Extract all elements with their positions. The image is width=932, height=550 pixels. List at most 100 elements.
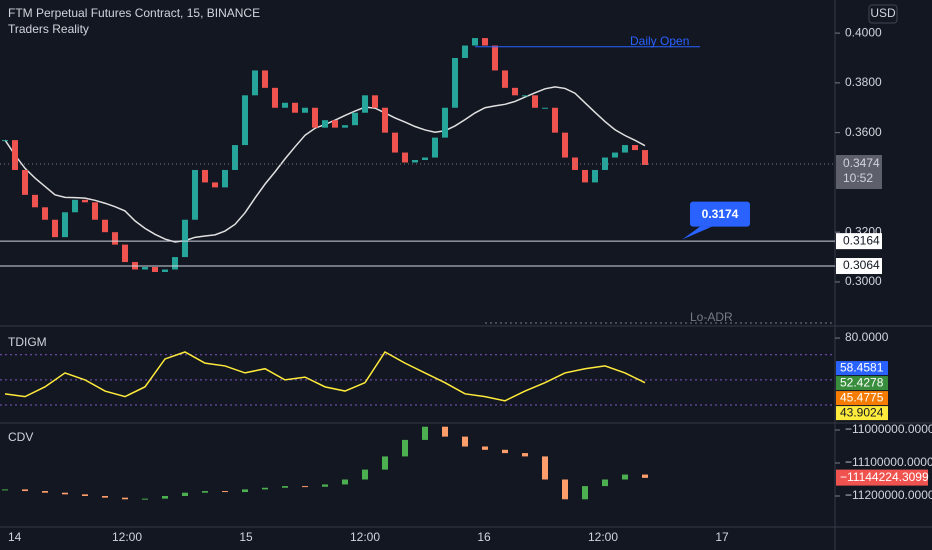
cdv-candle [182,492,188,496]
candle [402,152,408,163]
readout-box [836,376,888,391]
candle [632,145,638,151]
cdv-candle [202,491,208,493]
cdv-candle [522,453,528,457]
candle [62,212,68,238]
candle [442,107,448,138]
candle [382,107,388,133]
cdv-candle [282,486,288,488]
candle [42,207,48,220]
cdv-candle [142,498,148,500]
candle [592,169,598,183]
cdv-candle [342,479,348,485]
candle [332,120,338,128]
candle [522,95,528,97]
readout-box [836,361,888,376]
cdv-candle [382,456,388,470]
cdv-candle [362,469,368,480]
x-tick-label: 15 [239,530,253,544]
cdv-candle [42,491,48,493]
candle [232,145,238,170]
cdv-candle [122,497,128,500]
cdv-candle [402,439,408,457]
cdv-candle [322,484,328,487]
callout-label: 0.3174 [702,207,739,221]
candle [412,160,418,163]
candle [202,169,208,183]
x-tick-label: 16 [477,530,491,544]
readout-label: 43.9024 [840,405,884,419]
candle [492,45,498,71]
readout-box [836,406,888,421]
candle [342,125,348,128]
cdv-candle [622,474,628,480]
readout-label: 45.4775 [840,390,884,404]
cdv-candle [562,479,568,500]
candle [32,194,38,208]
cdv-candle [582,486,588,500]
candle [582,169,588,183]
candle [422,157,428,161]
cdv-candle [222,491,228,493]
candle [182,219,188,258]
cdv-candle [502,449,508,454]
candle [142,267,148,270]
y-tick-label: 0.4000 [845,25,882,39]
candle [212,182,218,188]
cdv-candle [102,495,108,498]
candle [72,199,78,213]
daily-open-label: Daily Open [630,34,689,48]
cdv-candle [422,426,428,440]
candle [322,120,328,128]
y-tick-label: 0.3000 [845,274,882,288]
candle [432,137,438,158]
cdv-candle [542,456,548,480]
cdv-candle [442,426,448,437]
cdv-candle [262,487,268,490]
cdv-last-box [836,469,928,486]
level-box [836,258,882,275]
y-tick-label: 0.3600 [845,125,882,139]
candle [372,95,378,108]
y-tick-label: 80.0000 [845,330,889,344]
currency[interactable]: USD [870,6,896,20]
cdv-candle [2,489,8,491]
y-tick-label: −11100000.0000 [845,455,932,469]
candle [542,107,548,109]
x-tick-label: 17 [715,530,729,544]
candle [162,269,168,272]
candle [362,95,368,113]
candle [622,145,628,153]
callout-pointer [682,226,712,240]
candle [262,70,268,88]
currency-button[interactable] [868,4,898,24]
candle [462,45,468,58]
candle [642,150,648,165]
candle [502,70,508,88]
candle [512,87,518,96]
candle [392,132,398,153]
candle [192,169,198,220]
readout-label: 52.4278 [840,375,884,389]
candle [52,219,58,238]
cdv-candle [242,489,248,493]
readout-box [836,391,888,406]
level-label: 0.3164 [843,233,880,247]
candle [22,169,28,195]
candle [292,102,298,113]
candle [242,95,248,146]
lo-adr-label: Lo-ADR [690,310,733,324]
pane-title: CDV [8,430,33,444]
candle [482,38,488,46]
x-tick-label: 12:00 [588,530,618,544]
cdv-candle [62,492,68,495]
cdv-last: −11144224.3099 [840,470,929,484]
readout-label: 58.4581 [840,360,884,374]
cdv-candle [642,474,648,478]
candle [282,102,288,108]
x-tick-label: 12:00 [112,530,142,544]
last-price: 0.3474 [843,156,880,170]
candle [92,202,98,220]
